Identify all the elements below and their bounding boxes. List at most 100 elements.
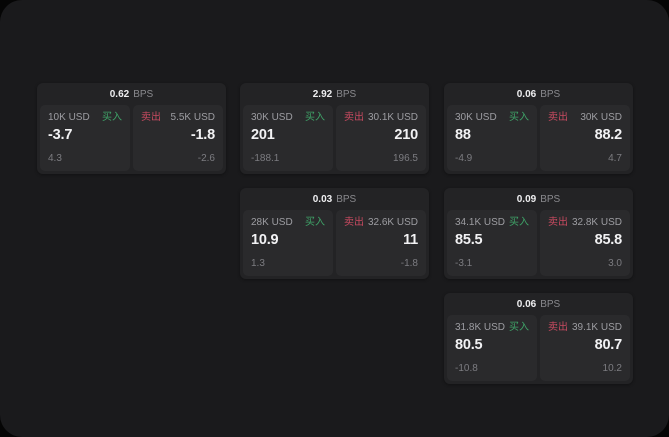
sell-size-label: 32.8K USD	[571, 217, 622, 228]
sell-size-label: 30K USD	[580, 112, 622, 123]
buy-size-label: 30K USD	[251, 112, 293, 123]
sell-delta: 4.7	[608, 153, 622, 164]
quote-card: 0.62 BPS 10K USD 买入 -3.7 4.3 卖出 5.5K USD…	[37, 83, 226, 174]
buy-delta: -10.8	[455, 363, 478, 374]
sell-tag: 卖出	[548, 322, 568, 333]
buy-tag: 买入	[509, 322, 529, 333]
panel-top: 30K USD 买入	[251, 112, 325, 124]
buy-price: 10.9	[251, 232, 279, 248]
card-body: 30K USD 买入 88 -4.9 卖出 30K USD 88.2 4.7	[444, 105, 633, 174]
card-header: 2.92 BPS	[240, 83, 429, 105]
buy-panel[interactable]: 30K USD 买入 88 -4.9	[447, 105, 537, 171]
sell-tag: 卖出	[548, 112, 568, 123]
sell-delta: -2.6	[197, 153, 215, 164]
bps-unit: BPS	[540, 298, 561, 310]
buy-panel[interactable]: 28K USD 买入 10.9 1.3	[243, 210, 333, 276]
sell-delta: 10.2	[602, 363, 622, 374]
card-body: 30K USD 买入 201 -188.1 卖出 30.1K USD 210 1…	[240, 105, 429, 174]
buy-price: 80.5	[455, 337, 483, 353]
panel-top: 10K USD 买入	[48, 112, 122, 124]
card-header: 0.06 BPS	[444, 83, 633, 105]
quote-card: 0.06 BPS 30K USD 买入 88 -4.9 卖出 30K USD 8…	[444, 83, 633, 174]
card-body: 31.8K USD 买入 80.5 -10.8 卖出 39.1K USD 80.…	[444, 315, 633, 384]
sell-price: 80.7	[594, 337, 623, 353]
bps-value: 2.92	[312, 88, 333, 100]
buy-size-label: 30K USD	[455, 112, 497, 123]
buy-size-label: 28K USD	[251, 217, 293, 228]
panel-top: 31.8K USD 买入	[455, 322, 529, 334]
buy-tag: 买入	[305, 112, 325, 123]
bps-unit: BPS	[540, 193, 561, 205]
panel-top: 34.1K USD 买入	[455, 217, 529, 229]
sell-panel[interactable]: 卖出 5.5K USD -1.8 -2.6	[133, 105, 223, 171]
bps-value: 0.09	[516, 193, 537, 205]
card-body: 28K USD 买入 10.9 1.3 卖出 32.6K USD 11 -1.8	[240, 210, 429, 279]
sell-price: 210	[394, 127, 418, 143]
panel-top: 卖出 5.5K USD	[141, 112, 215, 124]
panel-top: 卖出 32.6K USD	[344, 217, 418, 229]
panel-top: 30K USD 买入	[455, 112, 529, 124]
sell-delta: -1.8	[400, 258, 418, 269]
buy-price: -3.7	[48, 127, 73, 143]
bps-unit: BPS	[336, 88, 357, 100]
sell-panel[interactable]: 卖出 30K USD 88.2 4.7	[540, 105, 630, 171]
sell-size-label: 30.1K USD	[367, 112, 418, 123]
buy-price: 85.5	[455, 232, 483, 248]
sell-delta: 196.5	[392, 153, 418, 164]
sell-tag: 卖出	[344, 112, 364, 123]
card-body: 10K USD 买入 -3.7 4.3 卖出 5.5K USD -1.8 -2.…	[37, 105, 226, 174]
buy-delta: 1.3	[251, 258, 265, 269]
buy-price: 88	[455, 127, 471, 143]
panel-top: 卖出 30K USD	[548, 112, 622, 124]
buy-delta: 4.3	[48, 153, 62, 164]
sell-size-label: 39.1K USD	[571, 322, 622, 333]
sell-price: 11	[403, 232, 418, 248]
buy-size-label: 31.8K USD	[455, 322, 506, 333]
panel-top: 卖出 32.8K USD	[548, 217, 622, 229]
bps-value: 0.03	[312, 193, 333, 205]
bps-value: 0.62	[109, 88, 130, 100]
quote-card: 0.09 BPS 34.1K USD 买入 85.5 -3.1 卖出 32.8K…	[444, 188, 633, 279]
buy-size-label: 34.1K USD	[455, 217, 506, 228]
panel-top: 卖出 39.1K USD	[548, 322, 622, 334]
sell-delta: 3.0	[608, 258, 622, 269]
quote-card: 2.92 BPS 30K USD 买入 201 -188.1 卖出 30.1K …	[240, 83, 429, 174]
buy-tag: 买入	[509, 112, 529, 123]
buy-tag: 买入	[509, 217, 529, 228]
buy-delta: -4.9	[455, 153, 473, 164]
card-header: 0.09 BPS	[444, 188, 633, 210]
panel-top: 28K USD 买入	[251, 217, 325, 229]
card-header: 0.03 BPS	[240, 188, 429, 210]
sell-price: 85.8	[594, 232, 623, 248]
card-header: 0.62 BPS	[37, 83, 226, 105]
buy-tag: 买入	[102, 112, 122, 123]
sell-price: 88.2	[594, 127, 623, 143]
bps-value: 0.06	[516, 298, 537, 310]
sell-panel[interactable]: 卖出 30.1K USD 210 196.5	[336, 105, 426, 171]
panel-top: 卖出 30.1K USD	[344, 112, 418, 124]
quote-card: 0.03 BPS 28K USD 买入 10.9 1.3 卖出 32.6K US…	[240, 188, 429, 279]
sell-panel[interactable]: 卖出 32.8K USD 85.8 3.0	[540, 210, 630, 276]
bps-unit: BPS	[133, 88, 154, 100]
buy-panel[interactable]: 34.1K USD 买入 85.5 -3.1	[447, 210, 537, 276]
sell-size-label: 32.6K USD	[367, 217, 418, 228]
buy-delta: -3.1	[455, 258, 473, 269]
sell-tag: 卖出	[548, 217, 568, 228]
sell-size-label: 5.5K USD	[170, 112, 215, 123]
card-header: 0.06 BPS	[444, 293, 633, 315]
quote-card: 0.06 BPS 31.8K USD 买入 80.5 -10.8 卖出 39.1…	[444, 293, 633, 384]
bps-unit: BPS	[540, 88, 561, 100]
buy-price: 201	[251, 127, 275, 143]
sell-panel[interactable]: 卖出 39.1K USD 80.7 10.2	[540, 315, 630, 381]
bps-value: 0.06	[516, 88, 537, 100]
sell-price: -1.8	[190, 127, 215, 143]
sell-tag: 卖出	[344, 217, 364, 228]
buy-panel[interactable]: 31.8K USD 买入 80.5 -10.8	[447, 315, 537, 381]
buy-panel[interactable]: 10K USD 买入 -3.7 4.3	[40, 105, 130, 171]
buy-size-label: 10K USD	[48, 112, 90, 123]
sell-tag: 卖出	[141, 112, 161, 123]
buy-panel[interactable]: 30K USD 买入 201 -188.1	[243, 105, 333, 171]
sell-panel[interactable]: 卖出 32.6K USD 11 -1.8	[336, 210, 426, 276]
buy-tag: 买入	[305, 217, 325, 228]
